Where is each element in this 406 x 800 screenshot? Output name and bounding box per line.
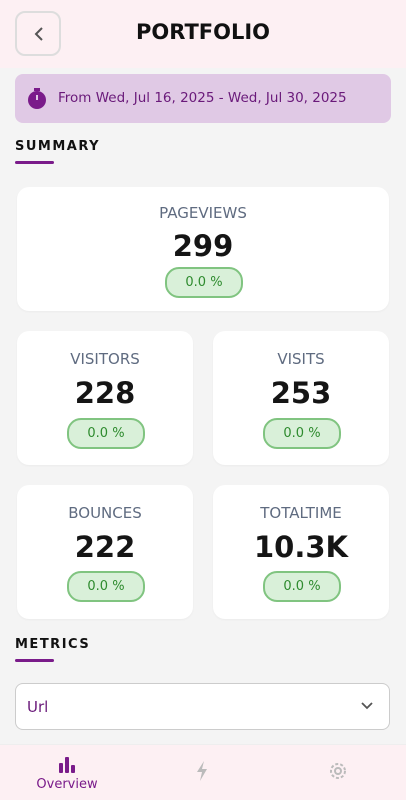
stat-value: 222 bbox=[74, 530, 136, 564]
stat-value: 228 bbox=[74, 376, 136, 410]
page-title: PORTFOLIO bbox=[135, 20, 271, 44]
bottom-nav: Overview bbox=[0, 744, 406, 800]
stat-card: VISITS 253 0.0 % bbox=[213, 331, 389, 465]
stat-card: BOUNCES 222 0.0 % bbox=[17, 485, 193, 619]
stat-label: PAGEVIEWS bbox=[159, 204, 247, 222]
stat-label: VISITORS bbox=[70, 350, 140, 368]
back-button[interactable] bbox=[15, 11, 61, 56]
timer-icon bbox=[28, 88, 46, 109]
section-title: SUMMARY bbox=[15, 139, 101, 154]
stat-change: 0.0 % bbox=[165, 267, 243, 298]
stat-card: VISITORS 228 0.0 % bbox=[17, 331, 193, 465]
stat-card: TOTALTIME 10.3K 0.0 % bbox=[213, 485, 389, 619]
stat-value: 299 bbox=[172, 229, 234, 263]
stat-label: VISITS bbox=[277, 350, 325, 368]
stat-card: PAGEVIEWS 299 0.0 % bbox=[17, 187, 389, 311]
section-underline bbox=[15, 161, 54, 164]
stat-label: BOUNCES bbox=[68, 504, 142, 522]
metric-dropdown[interactable]: Url bbox=[15, 683, 390, 730]
section-underline bbox=[15, 659, 54, 662]
stat-change: 0.0 % bbox=[67, 571, 145, 602]
stat-change: 0.0 % bbox=[67, 418, 145, 449]
stat-change: 0.0 % bbox=[263, 571, 341, 602]
date-range: From Wed, Jul 16, 2025 - Wed, Jul 30, 20… bbox=[58, 90, 347, 106]
chevron-icon bbox=[361, 702, 373, 710]
back-icon bbox=[34, 27, 43, 41]
section-title: METRICS bbox=[15, 637, 91, 652]
overview-icon[interactable] bbox=[58, 755, 76, 773]
dropdown-value: Url bbox=[27, 698, 49, 716]
stat-value: 10.3K bbox=[253, 530, 349, 564]
stat-change: 0.0 % bbox=[263, 418, 341, 449]
stat-label: TOTALTIME bbox=[260, 504, 342, 522]
nav-label[interactable]: Overview bbox=[36, 777, 98, 792]
header bbox=[0, 0, 406, 68]
stat-value: 253 bbox=[270, 376, 332, 410]
settings-icon[interactable] bbox=[328, 761, 348, 781]
realtime-icon[interactable] bbox=[194, 760, 210, 782]
date-banner[interactable]: From Wed, Jul 16, 2025 - Wed, Jul 30, 20… bbox=[15, 74, 391, 123]
